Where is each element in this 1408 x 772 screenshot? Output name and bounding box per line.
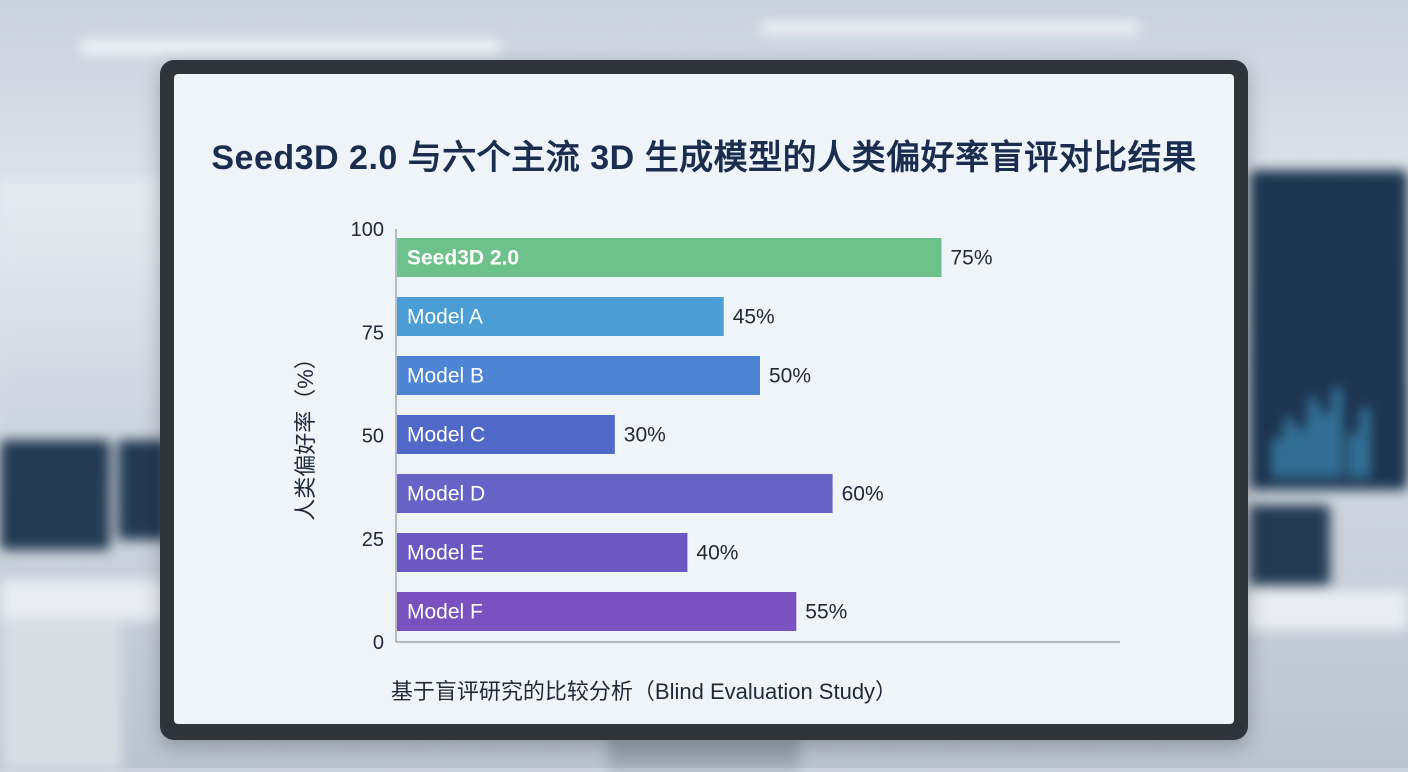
axis-tick-label: 75 [362,322,384,344]
axis-tick-label: 50 [362,426,384,448]
x-axis-label: 基于盲评研究的比较分析（Blind Evaluation Study） [390,679,898,704]
bar-chart: 100 75 50 25 0 Seed3D 2.0 75% Model A 45% Model B… [351,219,1120,654]
background-monitor [1250,505,1330,585]
bar-seed3d-2-0 [397,238,942,277]
bar-category-label: Model D [407,483,485,506]
bar-model-e [397,533,688,572]
bar-category-label: Model F [407,601,483,624]
background-desk [1245,590,1408,630]
background-monitor [0,440,110,550]
background-window [0,180,160,480]
bar-model-a [397,297,724,336]
bar-value-label: 75% [951,247,993,270]
background-wall-display [1250,170,1408,490]
background-monitor [118,440,168,540]
monitor-frame: Seed3D 2.0 与六个主流 3D 生成模型的人类偏好率盲评对比结果 人类偏… [160,60,1248,740]
bar-model-c [397,415,615,454]
bar-category-label: Seed3D 2.0 [407,247,519,270]
background-cabinet [0,620,124,772]
bar-model-f [397,592,797,631]
bar-value-label: 60% [842,483,884,506]
bar-value-label: 50% [769,365,811,388]
ceiling-light [760,22,1140,34]
ceiling-light [80,40,500,54]
chart-title: Seed3D 2.0 与六个主流 3D 生成模型的人类偏好率盲评对比结果 [211,139,1197,177]
axis-tick-label: 25 [362,529,384,551]
bar-value-label: 40% [696,542,738,565]
axis-tick-label: 0 [373,632,384,654]
bar-value-label: 55% [805,601,847,624]
bar-value-label: 45% [733,306,775,329]
bar-category-label: Model B [407,365,484,388]
bar-model-d [397,474,833,513]
chart-screen: Seed3D 2.0 与六个主流 3D 生成模型的人类偏好率盲评对比结果 人类偏… [174,74,1234,724]
bar-category-label: Model A [407,306,483,329]
background-desk [0,580,170,620]
bar-model-b [397,356,760,395]
bar-category-label: Model E [407,542,484,565]
bar-category-label: Model C [407,424,485,447]
bar-value-label: 30% [624,424,666,447]
axis-tick-label: 100 [351,219,384,241]
monitor-stand [608,735,800,768]
